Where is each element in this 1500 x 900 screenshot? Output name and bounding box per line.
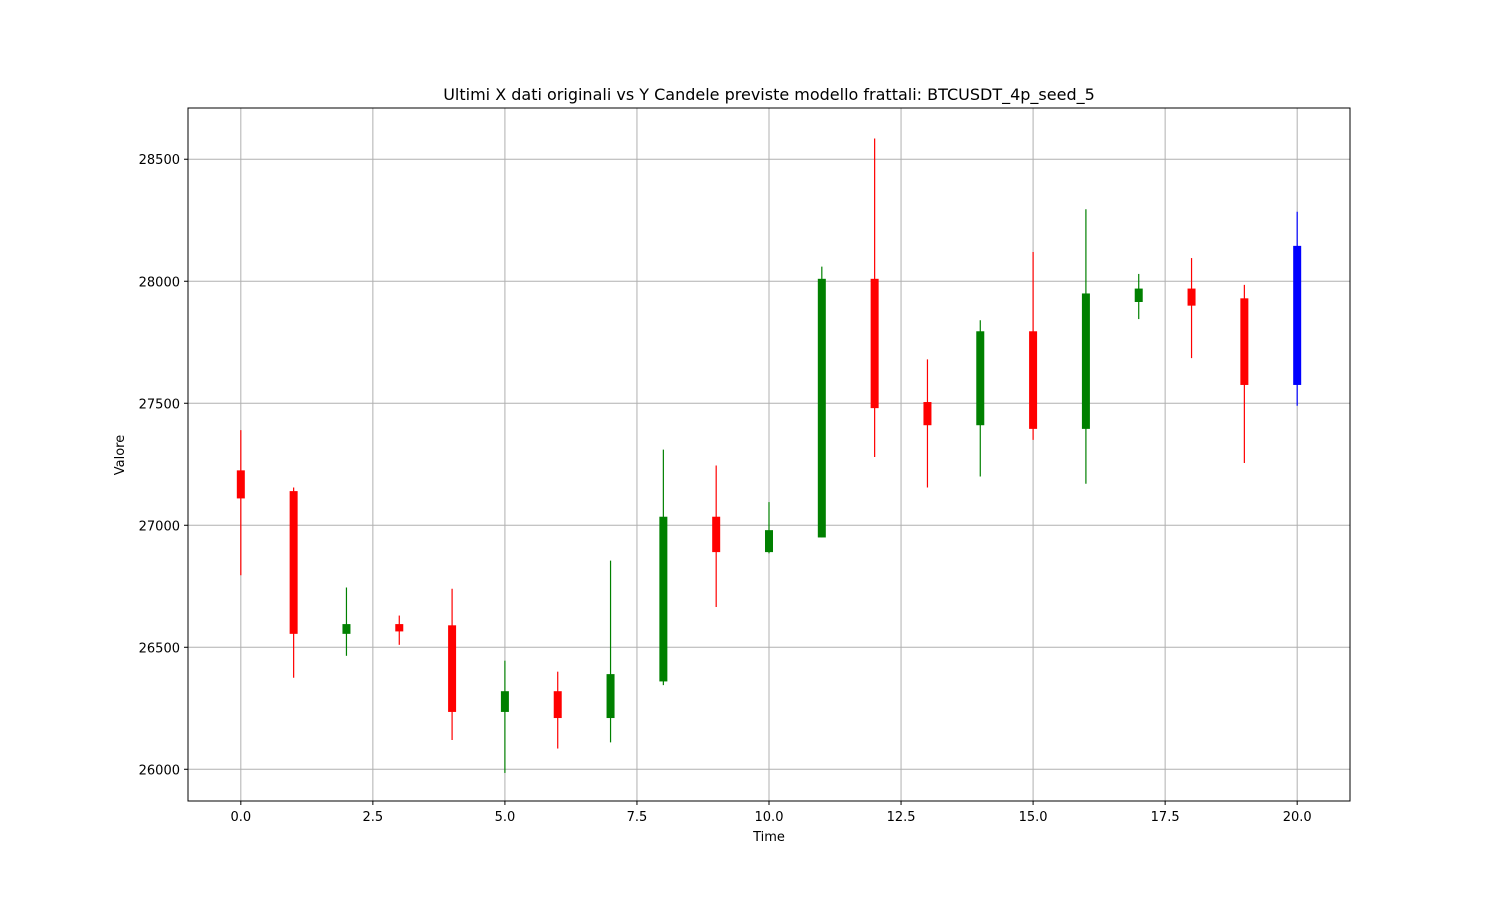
candle-body xyxy=(500,691,509,712)
candle-body xyxy=(1187,288,1196,306)
candle xyxy=(817,266,826,538)
y-tick-label: 27500 xyxy=(139,397,180,412)
candle xyxy=(712,465,721,608)
candle-body xyxy=(1134,288,1143,302)
candle-body xyxy=(1081,293,1090,429)
x-tick-label: 17.5 xyxy=(1151,810,1180,825)
candle-body xyxy=(765,530,773,553)
candle xyxy=(289,487,298,678)
candle-body xyxy=(1293,245,1302,385)
x-tick-label: 0.0 xyxy=(230,810,251,825)
candle xyxy=(1187,258,1196,359)
candle-body xyxy=(659,516,668,682)
candle-body xyxy=(817,278,826,538)
candle xyxy=(1029,251,1038,440)
candle xyxy=(1293,211,1302,406)
candle-body xyxy=(606,674,615,719)
candle-body xyxy=(553,691,562,719)
x-tick-label: 20.0 xyxy=(1283,810,1312,825)
candle-body xyxy=(448,625,457,712)
candle-body xyxy=(870,278,879,409)
candle-body xyxy=(342,624,351,634)
candle xyxy=(1081,209,1090,484)
candle-body xyxy=(395,624,404,632)
x-tick-label: 10.0 xyxy=(755,810,784,825)
candle xyxy=(236,430,245,576)
x-tick-label: 7.5 xyxy=(627,810,648,825)
x-tick-label: 2.5 xyxy=(363,810,384,825)
y-tick-label: 26500 xyxy=(139,641,180,656)
candle-body xyxy=(712,516,721,553)
y-tick-label: 28000 xyxy=(139,275,180,290)
x-tick-label: 15.0 xyxy=(1019,810,1048,825)
candle xyxy=(606,560,615,743)
candle xyxy=(342,587,351,656)
candle-body xyxy=(923,402,932,426)
candle xyxy=(870,138,879,457)
candle-body xyxy=(236,470,245,499)
candle xyxy=(765,502,773,554)
candle-body xyxy=(1029,331,1038,429)
candle xyxy=(1134,273,1143,320)
candle xyxy=(448,588,457,740)
x-tick-label: 12.5 xyxy=(887,810,916,825)
candle xyxy=(923,359,932,488)
chart-title: Ultimi X dati originali vs Y Candele pre… xyxy=(443,85,1095,105)
y-axis-label: Valore xyxy=(113,435,128,475)
candle-body xyxy=(976,331,985,426)
candles xyxy=(236,138,1302,773)
candle xyxy=(500,660,509,773)
candle-body xyxy=(1240,298,1249,385)
candle xyxy=(553,671,562,749)
candle xyxy=(976,320,985,477)
x-axis-label: Time xyxy=(752,830,785,845)
y-tick-label: 28500 xyxy=(139,153,180,168)
grid xyxy=(188,108,1350,801)
candle xyxy=(395,615,404,645)
x-tick-label: 5.0 xyxy=(495,810,516,825)
axis-ticks: 0.0 2.5 5.0 7.5 10.0 12.5 15.0 17.5 20.0 26000 265… xyxy=(139,153,1312,825)
candle xyxy=(1240,284,1249,464)
y-tick-label: 26000 xyxy=(139,763,180,778)
candle-body xyxy=(289,491,298,634)
candle xyxy=(659,449,668,686)
y-tick-label: 27000 xyxy=(139,519,180,534)
